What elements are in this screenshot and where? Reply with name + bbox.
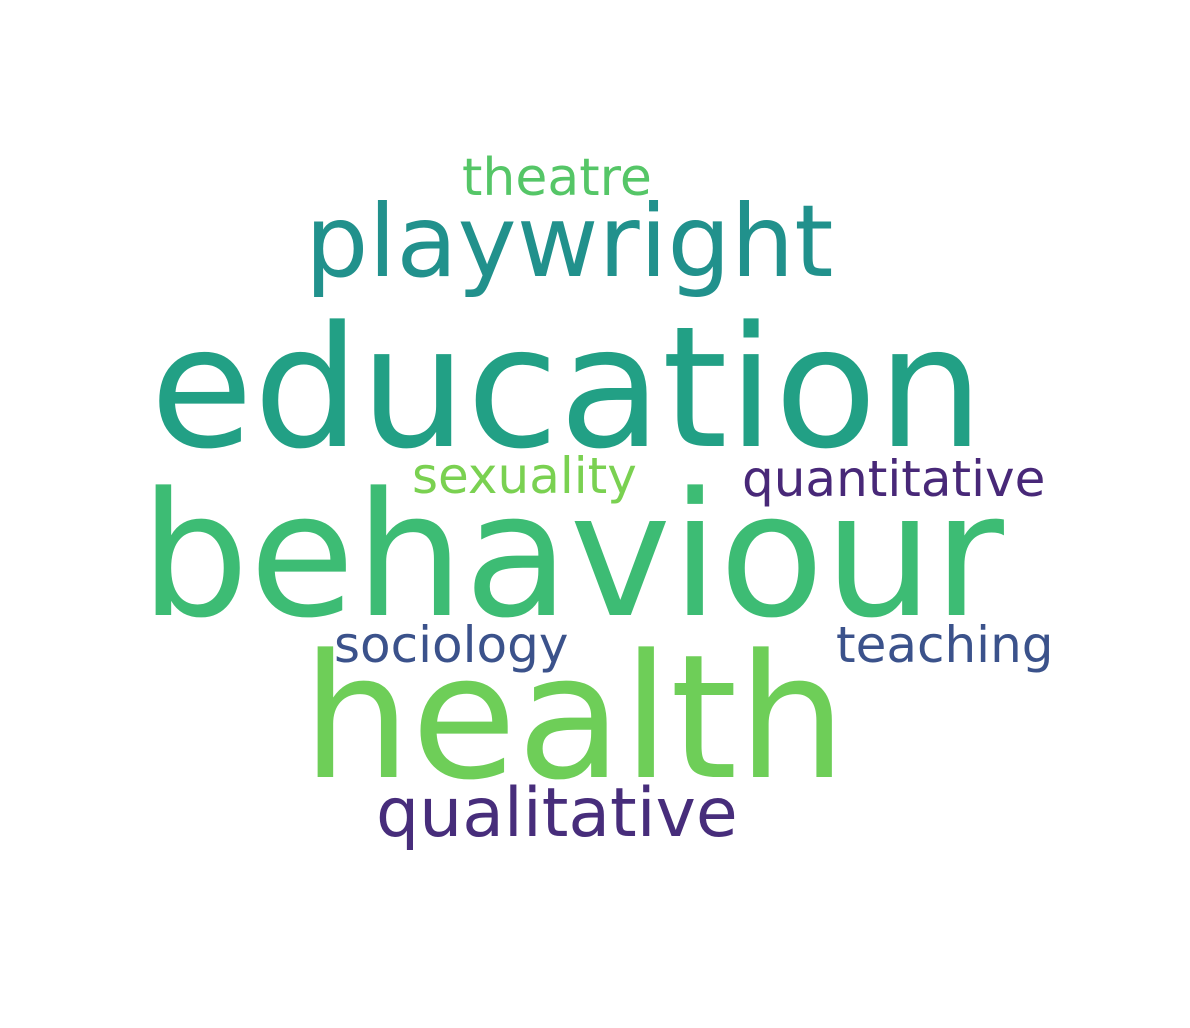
word-quantitative: quantitative (742, 450, 1046, 508)
word-sociology: sociology (334, 616, 569, 674)
word-playwright: playwright (305, 183, 834, 300)
word-teaching: teaching (836, 616, 1054, 674)
word-theatre: theatre (462, 148, 652, 208)
word-qualitative: qualitative (376, 774, 738, 853)
word-behaviour: behaviour (140, 455, 1004, 656)
word-health: health (302, 617, 847, 818)
word-sexuality: sexuality (412, 447, 637, 505)
word-education: education (150, 290, 984, 486)
